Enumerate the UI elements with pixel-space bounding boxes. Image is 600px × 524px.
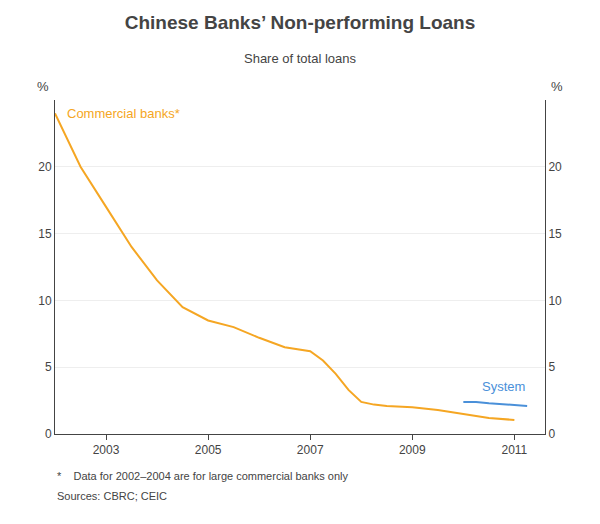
svg-text:Sources: CBRC; CEIC: Sources: CBRC; CEIC <box>57 490 167 502</box>
svg-text:System: System <box>482 379 525 394</box>
svg-text:20: 20 <box>548 160 562 174</box>
svg-text:10: 10 <box>38 294 52 308</box>
svg-text:15: 15 <box>38 227 52 241</box>
svg-text:15: 15 <box>548 227 562 241</box>
svg-text:2011: 2011 <box>501 443 527 457</box>
svg-text:0: 0 <box>548 427 555 441</box>
svg-text:2009: 2009 <box>399 443 426 457</box>
svg-text:%: % <box>37 79 49 94</box>
svg-text:Chinese Banks’ Non-performing: Chinese Banks’ Non-performing Loans <box>125 12 476 33</box>
svg-text:* Data for 2002–2004 are fo: * Data for 2002–2004 are for large comme… <box>57 470 349 482</box>
svg-text:Share of total loans: Share of total loans <box>244 51 357 66</box>
svg-text:%: % <box>551 79 563 94</box>
svg-text:2007: 2007 <box>297 443 324 457</box>
svg-text:5: 5 <box>548 360 555 374</box>
svg-text:2005: 2005 <box>195 443 222 457</box>
svg-text:Commercial banks*: Commercial banks* <box>67 106 180 121</box>
svg-text:5: 5 <box>45 360 52 374</box>
svg-text:2003: 2003 <box>93 443 120 457</box>
svg-text:20: 20 <box>38 160 52 174</box>
svg-text:10: 10 <box>548 294 562 308</box>
svg-text:0: 0 <box>45 427 52 441</box>
